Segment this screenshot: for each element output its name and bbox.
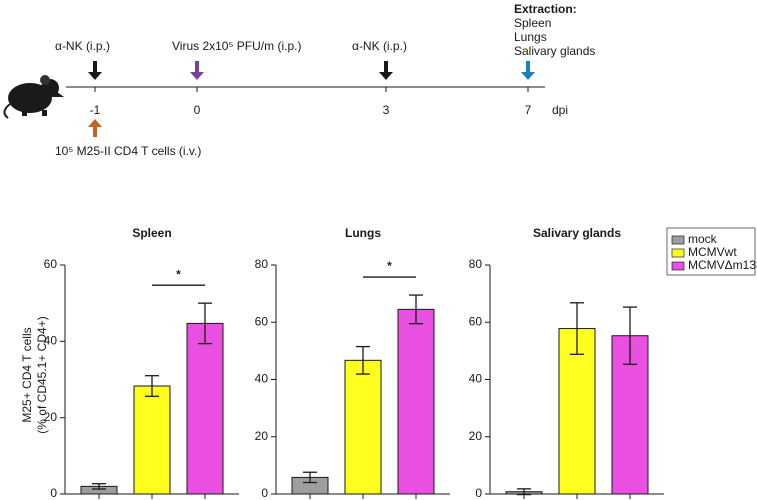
error-bar: [198, 302, 212, 345]
arrow-head: [379, 72, 393, 80]
chart-title: Lungs: [345, 226, 381, 240]
extraction-item: Salivary glands: [514, 44, 595, 58]
chart-title: Salivary glands: [533, 226, 621, 240]
y-tick-label: 60: [469, 314, 483, 328]
y-tick-label: 80: [469, 257, 483, 271]
event-arrow: [88, 119, 102, 137]
event-arrow: [88, 61, 102, 80]
y-axis-label: M25+ CD4 T cells: [20, 327, 34, 422]
event-label: Virus 2x10⁵ PFU/m (i.p.): [172, 39, 301, 53]
event-arrow: [379, 61, 393, 80]
mouse-icon: [3, 75, 64, 119]
y-tick-label: 20: [469, 429, 483, 443]
timeline-tick-label: 3: [383, 103, 390, 117]
arrow-head: [521, 72, 535, 80]
bar: [186, 322, 224, 495]
y-axis-label: (% of CD45.1+ CD4+): [35, 316, 49, 433]
error-bar: [303, 471, 317, 484]
legend-swatch: [671, 248, 685, 258]
arrow-head: [190, 72, 204, 80]
legend-label: MCMVΔm138: [688, 258, 757, 272]
error-bar: [517, 488, 531, 496]
event-label: 10⁵ M25-II CD4 T cells (i.v.): [55, 144, 201, 158]
extraction-item: Lungs: [514, 30, 547, 44]
extraction-label: Extraction:: [514, 2, 577, 16]
legend-swatch: [671, 261, 685, 271]
y-tick-label: 40: [255, 372, 269, 386]
legend-label: mock: [688, 232, 718, 246]
y-tick-label: 60: [44, 257, 58, 271]
bar: [397, 308, 435, 495]
timeline-unit: dpi: [552, 103, 568, 117]
significance-label: *: [176, 267, 181, 281]
event-arrow: [521, 61, 535, 80]
error-bar: [409, 294, 423, 325]
bar: [558, 328, 596, 495]
y-tick-label: 20: [44, 410, 58, 424]
error-bar: [356, 345, 370, 375]
bar: [133, 385, 171, 495]
error-bar: [92, 483, 106, 490]
chart-title: Spleen: [132, 226, 171, 240]
error-bar: [623, 306, 637, 365]
event-label: α-NK (i.p.): [352, 39, 407, 53]
timeline-tick-label: 0: [194, 103, 201, 117]
y-tick-label: 40: [44, 334, 58, 348]
legend-label: MCMVwt: [688, 245, 737, 259]
timeline-tick-label: 7: [525, 103, 532, 117]
bar: [344, 359, 382, 495]
y-tick-label: 40: [469, 372, 483, 386]
arrow-head: [88, 119, 102, 127]
event-arrow: [190, 61, 204, 80]
y-tick-label: 0: [50, 486, 57, 500]
error-bar: [570, 302, 584, 355]
timeline-tick-label: -1: [90, 103, 101, 117]
legend-swatch: [671, 235, 685, 245]
y-tick-label: 20: [255, 429, 269, 443]
arrow-head: [88, 72, 102, 80]
y-tick-label: 80: [255, 257, 269, 271]
extraction-item: Spleen: [514, 16, 551, 30]
significance-label: *: [387, 259, 392, 273]
y-tick-label: 0: [261, 486, 268, 500]
event-label: α-NK (i.p.): [55, 39, 110, 53]
y-tick-label: 0: [475, 486, 482, 500]
error-bar: [145, 375, 159, 397]
y-tick-label: 60: [255, 314, 269, 328]
